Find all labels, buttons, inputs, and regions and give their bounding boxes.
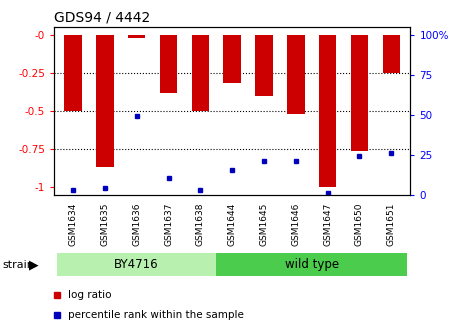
Text: ▶: ▶ [29, 258, 39, 271]
Bar [216, 253, 407, 276]
Text: BY4716: BY4716 [114, 258, 159, 270]
Text: strain: strain [2, 260, 34, 269]
Bar [57, 253, 216, 276]
Bar [64, 35, 82, 111]
Bar [191, 35, 209, 111]
Text: percentile rank within the sample: percentile rank within the sample [68, 310, 244, 320]
Bar [319, 35, 336, 187]
Bar [287, 35, 304, 114]
Bar [160, 35, 177, 92]
Bar [383, 35, 400, 73]
Bar [128, 35, 145, 38]
Text: wild type: wild type [285, 258, 339, 270]
Bar [223, 35, 241, 83]
Text: log ratio: log ratio [68, 290, 112, 300]
Bar [96, 35, 113, 167]
Bar [351, 35, 368, 151]
Text: GDS94 / 4442: GDS94 / 4442 [54, 10, 150, 24]
Bar [255, 35, 273, 96]
